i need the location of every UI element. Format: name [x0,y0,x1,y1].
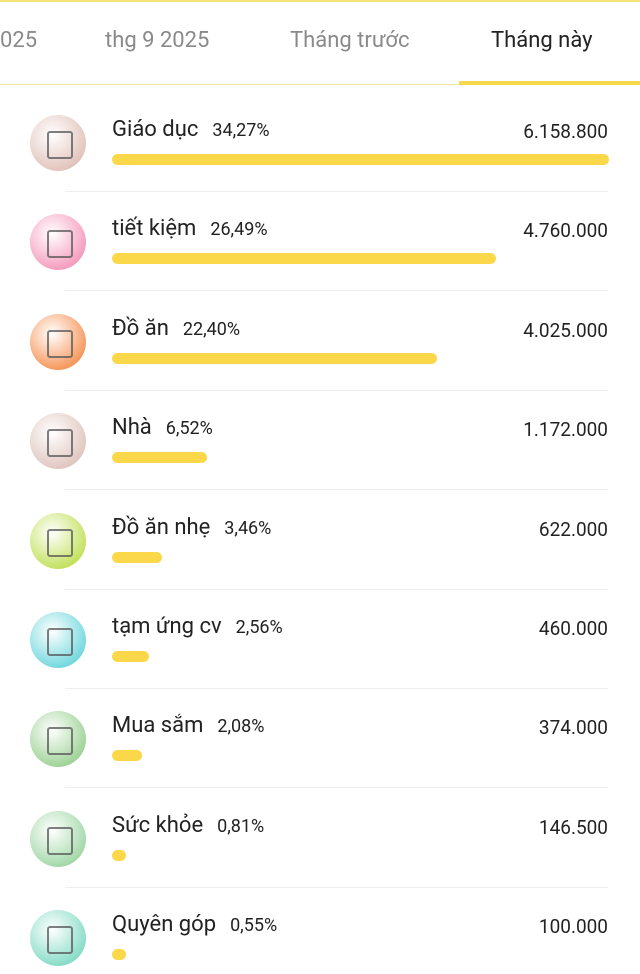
amount: 100.000 [538,915,608,939]
category-name[interactable]: Giáo dục 34,27% [112,117,270,142]
tab[interactable]: 025 [0,28,38,53]
share-bar [112,651,150,662]
category-icon [30,313,86,370]
percent: 6,52% [165,418,213,440]
tab-divider [0,84,640,85]
percent: 0,55% [230,915,278,937]
category-name[interactable]: Mua sắm 2,08% [112,713,264,738]
category-icon [30,413,86,470]
amount: 4.025.000 [523,318,608,342]
category-name[interactable]: Sức khỏe 0,81% [112,813,264,838]
category-name[interactable]: tiết kiệm 26,49% [112,216,268,241]
separator [65,489,608,491]
percent: 34,27% [212,120,270,141]
separator [65,191,608,192]
name-text: Đồ ăn nhẹ [112,514,211,540]
separator [65,290,608,292]
category-name[interactable]: Đồ ăn 22,40% [112,316,240,341]
separator [65,886,608,888]
category-icon [30,711,86,768]
category-icon [30,810,86,867]
percent: 2,08% [217,716,265,738]
separator [65,588,608,590]
share-bar [112,154,609,165]
name-text: Sức khỏe [112,812,204,838]
category-name[interactable]: tạm ứng cv 2,56% [112,614,283,639]
tab[interactable]: thg 9 2025 [105,28,210,53]
tab-indicator [459,81,640,85]
amount: 6.158.800 [523,120,608,143]
name-text: Đồ ăn [112,315,169,341]
share-bar [112,849,126,861]
percent: 0,81% [217,815,265,837]
amount: 374.000 [538,716,608,740]
share-bar [112,352,437,364]
percent: 26,49% [210,219,268,241]
category-icon [30,910,86,967]
amount: 622.000 [538,517,608,541]
category-name[interactable]: Đồ ăn nhẹ 3,46% [112,515,271,540]
category-name[interactable]: Quyên góp 0,55% [112,912,277,937]
share-bar [112,949,126,961]
percent: 22,40% [182,318,241,340]
category-icon [30,214,86,271]
share-bar [112,750,143,762]
separator [65,389,608,391]
category-name[interactable]: Nhà 6,52% [112,415,213,440]
amount: 1.172.000 [523,418,608,442]
name-text: Giáo dục [112,117,199,142]
share-bar [112,452,207,464]
separator [65,688,608,689]
separator [65,787,608,789]
tab[interactable]: Tháng này [491,28,593,53]
name-text: Quyên góp [112,912,217,938]
name-text: tạm ứng cv [112,614,222,639]
amount: 146.500 [538,815,608,839]
amount: 4.760.000 [523,219,608,243]
category-icon [30,612,86,668]
amount: 460.000 [538,617,608,640]
percent: 2,56% [235,617,283,638]
name-text: tiết kiệm [112,216,197,242]
category-icon [30,512,86,569]
tab[interactable]: Tháng trước [290,28,410,53]
category-icon [30,115,86,171]
share-bar [112,253,497,265]
name-text: Mua sắm [112,713,204,739]
name-text: Nhà [112,415,152,441]
share-bar [112,551,163,563]
percent: 3,46% [224,517,272,539]
